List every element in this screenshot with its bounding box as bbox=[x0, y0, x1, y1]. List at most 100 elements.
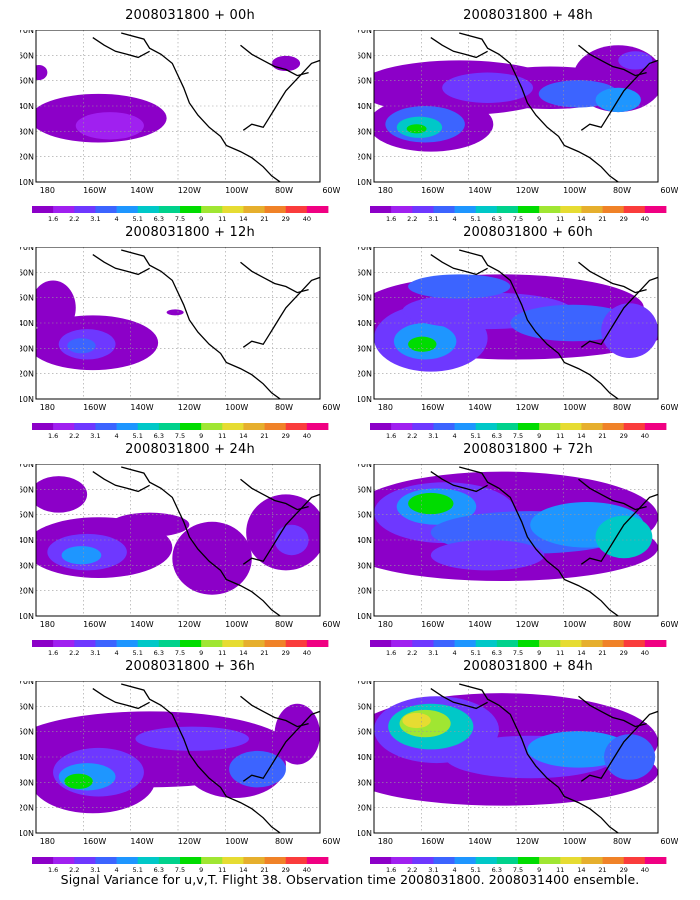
coastline bbox=[459, 249, 619, 399]
variance-map: 70N 60N 50N 40N 30N 20N 10N 180 160W 140W 120W 100W… bbox=[358, 30, 678, 195]
colorbar-label: 5.1 bbox=[133, 215, 143, 223]
colorbar-label: 7.5 bbox=[513, 215, 523, 223]
colorbar-swatch bbox=[412, 640, 434, 647]
lon-label: 60W bbox=[660, 620, 678, 629]
colorbar-swatch bbox=[53, 640, 75, 647]
lat-label: 50N bbox=[20, 77, 34, 86]
colorbar-label: 1.6 bbox=[386, 866, 396, 874]
lon-label: 120W bbox=[516, 837, 539, 846]
variance-contour bbox=[408, 274, 511, 299]
colorbar-swatch bbox=[496, 640, 519, 647]
lon-label: 160W bbox=[421, 403, 444, 412]
variance-contour bbox=[109, 512, 190, 537]
colorbar-label: 3.1 bbox=[428, 215, 438, 223]
colorbar-label: 40 bbox=[641, 215, 649, 223]
colorbar-label: 11 bbox=[556, 866, 564, 874]
lon-label: 180 bbox=[40, 186, 55, 195]
lat-label: 70N bbox=[20, 247, 34, 252]
lon-label: 140W bbox=[130, 403, 153, 412]
colorbar-label: 7.5 bbox=[513, 649, 523, 657]
lat-label: 40N bbox=[358, 102, 372, 111]
colorbar-label: 2.2 bbox=[407, 866, 417, 874]
lon-label: 180 bbox=[378, 620, 393, 629]
variance-contour bbox=[271, 55, 301, 72]
colorbar-swatch bbox=[581, 423, 603, 430]
colorbar-swatch bbox=[623, 857, 646, 864]
colorbar-label: 4 bbox=[115, 432, 119, 440]
colorbar-swatch bbox=[306, 423, 329, 430]
lat-label: 30N bbox=[20, 778, 34, 787]
colorbar-swatch bbox=[201, 423, 223, 430]
lon-label: 120W bbox=[178, 620, 201, 629]
colorbar-swatch bbox=[137, 857, 160, 864]
lat-label: 20N bbox=[358, 153, 372, 162]
lat-label: 10N bbox=[358, 612, 372, 621]
lat-label: 10N bbox=[20, 612, 34, 621]
colorbar-swatch bbox=[285, 640, 308, 647]
colorbar-label: 7.5 bbox=[175, 432, 185, 440]
coastline bbox=[240, 44, 309, 77]
lat-label: 70N bbox=[358, 247, 372, 252]
colorbar-label: 1.6 bbox=[48, 432, 58, 440]
colorbar-swatch bbox=[222, 206, 244, 213]
colorbar-swatch bbox=[602, 640, 625, 647]
panel-title: 2008031800 + 12h bbox=[125, 225, 255, 240]
colorbar-label: 14 bbox=[239, 215, 247, 223]
colorbar-label: 4 bbox=[453, 432, 457, 440]
coastline bbox=[578, 44, 647, 77]
colorbar-swatch bbox=[116, 206, 139, 213]
colorbar-swatch bbox=[370, 206, 392, 213]
lat-label: 70N bbox=[358, 681, 372, 686]
colorbar-label: 14 bbox=[239, 649, 247, 657]
lon-label: 160W bbox=[83, 620, 106, 629]
colorbar-label: 5.1 bbox=[133, 432, 143, 440]
colorbar-swatch bbox=[201, 857, 223, 864]
lat-label: 60N bbox=[20, 485, 34, 494]
colorbar-label: 29 bbox=[620, 649, 628, 657]
colorbar-label: 1.6 bbox=[48, 215, 58, 223]
colorbar: 1.6 2.2 3.1 4 5.1 6.3 7.5 9 11 14 21 29 40 bbox=[32, 206, 329, 223]
colorbar-swatch bbox=[264, 206, 287, 213]
lat-label: 20N bbox=[20, 804, 34, 813]
colorbar-swatch bbox=[560, 857, 582, 864]
colorbar-swatch bbox=[201, 206, 223, 213]
coastline bbox=[580, 493, 658, 565]
colorbar-label: 40 bbox=[303, 649, 311, 657]
lon-label: 60W bbox=[322, 620, 340, 629]
lon-label: 80W bbox=[275, 837, 293, 846]
lon-label: 160W bbox=[83, 837, 106, 846]
lon-label: 120W bbox=[178, 403, 201, 412]
variance-contour bbox=[36, 64, 48, 81]
lat-label: 50N bbox=[358, 294, 372, 303]
colorbar-swatch bbox=[264, 423, 287, 430]
colorbar-swatch bbox=[243, 640, 265, 647]
lat-label: 30N bbox=[358, 344, 372, 353]
coastline bbox=[578, 695, 647, 728]
colorbar-label: 9 bbox=[199, 649, 203, 657]
lon-label: 100W bbox=[563, 403, 586, 412]
colorbar-swatch bbox=[32, 640, 54, 647]
colorbar-label: 14 bbox=[577, 432, 585, 440]
lon-label: 100W bbox=[225, 403, 248, 412]
lat-label: 20N bbox=[358, 587, 372, 596]
coastline bbox=[580, 710, 658, 782]
colorbar: 1.6 2.2 3.1 4 5.1 6.3 7.5 9 11 14 21 29 40 bbox=[370, 206, 667, 223]
colorbar-label: 6.3 bbox=[492, 649, 502, 657]
colorbar-label: 29 bbox=[282, 215, 290, 223]
colorbar-swatch bbox=[222, 423, 244, 430]
variance-contour bbox=[166, 309, 184, 316]
colorbar-swatch bbox=[95, 857, 117, 864]
variance-contour bbox=[274, 524, 309, 556]
coastline bbox=[430, 688, 488, 710]
lon-label: 160W bbox=[421, 620, 444, 629]
lon-label: 120W bbox=[178, 837, 201, 846]
coastline bbox=[459, 466, 619, 616]
colorbar: 1.6 2.2 3.1 4 5.1 6.3 7.5 9 11 14 21 29 40 bbox=[32, 857, 329, 874]
lon-label: 180 bbox=[378, 186, 393, 195]
colorbar-swatch bbox=[74, 423, 96, 430]
lon-label: 80W bbox=[613, 403, 631, 412]
coastline bbox=[430, 37, 488, 59]
colorbar-label: 29 bbox=[620, 432, 628, 440]
variance-map: 70N 60N 50N 40N 30N 20N 10N 180 160W 140W 120W 100W… bbox=[20, 247, 340, 412]
colorbar-swatch bbox=[391, 206, 413, 213]
